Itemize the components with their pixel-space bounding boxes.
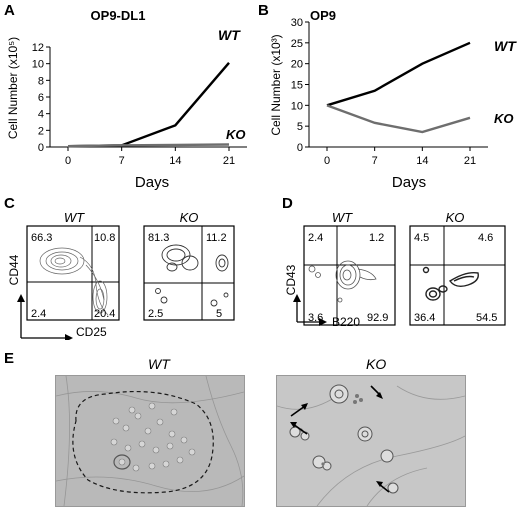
micrograph-ko-image [277, 376, 465, 506]
chart-a-y-tick-label: 10 [32, 59, 44, 71]
flow-d-axis-arrows [293, 294, 327, 326]
flow-d-yaxis-label: CD43 [284, 264, 298, 295]
flow-d-xaxis-label: B220 [332, 315, 360, 329]
chart-b-y-tick-label: 25 [291, 38, 303, 50]
chart-a-plot: 0 2 4 6 8 10 12 0 7 14 21 [32, 42, 247, 167]
chart-b-y-tick-label: 0 [297, 142, 303, 154]
panel-letter-a: A [4, 2, 15, 19]
chart-a-x-tick-label: 0 [65, 155, 71, 167]
chart-a-y-tick-label: 12 [32, 42, 44, 54]
chart-b-ylabel: Cell Number (x10³) [269, 34, 283, 135]
micrograph-wt-image [56, 376, 244, 506]
chart-b-y-tick-label: 20 [291, 59, 303, 71]
micrograph-wt-label: WT [148, 356, 170, 372]
flow-c-wt-contours [39, 247, 109, 316]
flow-c-wt-label: WT [64, 210, 85, 225]
chart-b-title: OP9 [310, 8, 336, 23]
chart-b-y-tick-label: 30 [291, 17, 303, 29]
panel-letter-c: C [4, 195, 15, 212]
flow-c-wt-plot: 66.3 10.8 2.4 20.4 [26, 225, 120, 321]
chart-b-plot: 0 5 10 15 20 25 30 0 7 14 21 [291, 17, 488, 167]
flow-c-xaxis-label: CD25 [76, 325, 107, 339]
flow-panel-d: WT KO 2.4 1.2 3.6 92.9 [284, 210, 506, 329]
chart-a-wt-label: WT [218, 27, 241, 43]
flow-c-ko-ur: 11.2 [206, 232, 227, 244]
chart-a-y-tick-label: 0 [38, 142, 44, 154]
flow-c-axis-arrows [17, 294, 73, 340]
chart-a-x-tick-label: 21 [223, 155, 235, 167]
flow-d-wt-plot: 2.4 1.2 3.6 92.9 [303, 225, 396, 326]
flow-d-ko-contours [422, 266, 479, 301]
micrograph-ko-arrows [290, 385, 390, 493]
chart-b-ko-label: KO [494, 111, 514, 126]
chart-a-series-wt-line [67, 62, 230, 148]
chart-b-series-wt-line [326, 41, 471, 107]
chart-b-y-tick-label: 15 [291, 80, 303, 92]
flow-c-wt-ll: 2.4 [31, 308, 46, 320]
chart-a-x-tick-label: 7 [119, 155, 125, 167]
flow-d-wt-label: WT [332, 210, 353, 225]
chart-a-title: OP9-DL1 [91, 8, 146, 23]
flow-c-ko-ll: 2.5 [148, 308, 163, 320]
panel-letter-e: E [4, 350, 15, 367]
chart-b-y-tick-label: 5 [297, 121, 303, 133]
chart-a-x-tick-label: 14 [169, 155, 181, 167]
chart-b-series-ko-line [326, 104, 471, 134]
flow-d-wt-lr: 92.9 [367, 312, 388, 324]
chart-a-series-ko-line [67, 143, 230, 148]
flow-d-wt-ul: 2.4 [308, 232, 323, 244]
chart-a-y-tick-label: 6 [38, 92, 44, 104]
flow-c-ko-plot: 81.3 11.2 2.5 5 [143, 225, 235, 321]
chart-b-y-tick-label: 10 [291, 100, 303, 112]
flow-d-wt-contours [308, 260, 377, 303]
micrograph-ko [276, 375, 466, 507]
flow-c-wt-ul: 66.3 [31, 232, 52, 244]
flow-c-ko-ul: 81.3 [148, 232, 169, 244]
chart-b-x-tick-label: 21 [464, 155, 476, 167]
micrograph-ko-label: KO [366, 356, 387, 372]
flow-panel-c: WT KO 66.3 10.8 2.4 20.4 [7, 210, 235, 340]
chart-b-wt-label: WT [494, 38, 517, 54]
chart-a: OP9-DL1 Cell Number (x10⁵) Days 0 2 4 6 8 10 1… [6, 8, 247, 191]
micrograph-wt [55, 375, 245, 507]
flow-c-wt-ur: 10.8 [94, 232, 115, 244]
chart-a-y-tick-label: 8 [38, 75, 44, 87]
flow-d-ko-ll: 36.4 [414, 312, 435, 324]
flow-c-yaxis-label: CD44 [7, 254, 21, 285]
flow-c-wt-lr: 20.4 [94, 308, 115, 320]
chart-a-xlabel: Days [135, 174, 169, 191]
flow-d-ko-lr: 54.5 [476, 312, 497, 324]
chart-a-ko-label: KO [226, 127, 246, 142]
flow-d-wt-ur: 1.2 [369, 232, 384, 244]
flow-c-ko-label: KO [180, 210, 199, 225]
chart-b-x-tick-label: 14 [416, 155, 428, 167]
chart-b-xlabel: Days [392, 174, 426, 191]
colony-outline [72, 390, 214, 494]
flow-d-ko-ul: 4.5 [414, 232, 429, 244]
flow-c-ko-contours [155, 244, 229, 307]
chart-a-ylabel: Cell Number (x10⁵) [6, 37, 20, 139]
flow-d-ko-label: KO [446, 210, 465, 225]
chart-a-y-tick-label: 4 [38, 109, 44, 121]
panel-letter-b: B [258, 2, 269, 19]
chart-b-x-tick-label: 0 [324, 155, 330, 167]
chart-a-y-tick-label: 2 [38, 125, 44, 137]
chart-b: OP9 Cell Number (x10³) Days 0 5 10 15 20 25 30… [269, 8, 517, 191]
flow-c-ko-lr: 5 [216, 308, 222, 320]
flow-d-ko-plot: 4.5 4.6 36.4 54.5 [409, 225, 506, 326]
chart-b-x-tick-label: 7 [372, 155, 378, 167]
flow-d-ko-ur: 4.6 [478, 232, 493, 244]
panel-letter-d: D [282, 195, 293, 212]
